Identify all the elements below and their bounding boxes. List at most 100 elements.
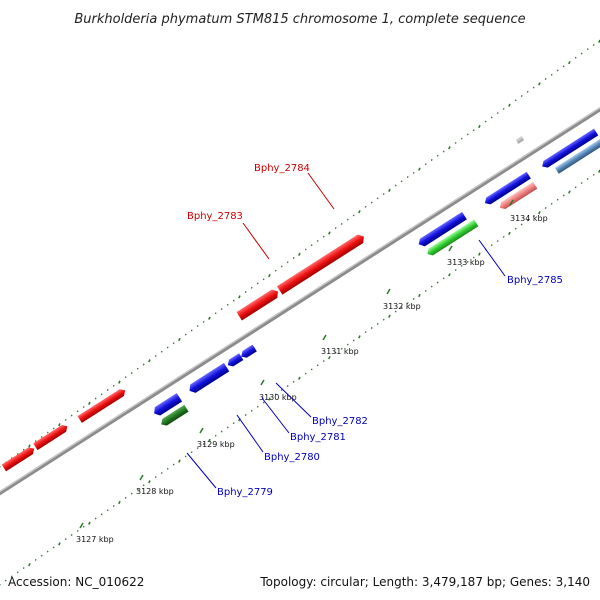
inner-tick-dot: [406, 302, 409, 305]
inner-tick-dot: [46, 550, 49, 553]
inner-tick-dot: [28, 562, 31, 567]
inner-tick-dot: [346, 343, 349, 346]
gene-label-bphy2780[interactable]: Bphy_2780: [264, 452, 320, 463]
tick-label-3127: 3127 kbp: [76, 535, 114, 544]
outer-tick-dot: [406, 176, 409, 178]
inner-tick-dot: [124, 496, 127, 499]
inner-tick-dot: [112, 505, 115, 507]
inner-tick-dot: [40, 554, 43, 557]
outer-tick-dot: [550, 73, 553, 76]
outer-tick-dot: [286, 261, 289, 264]
outer-tick-dot: [100, 393, 103, 396]
tick-label-3133: 3133 kbp: [447, 258, 485, 267]
gene-reverse-right-2[interactable]: [540, 128, 599, 170]
gene-label-bphy2781[interactable]: Bphy_2781: [290, 432, 346, 443]
gene-label-bphy2785[interactable]: Bphy_2785: [507, 275, 563, 286]
inner-tick-dot: [214, 434, 217, 437]
outer-tick-dot: [220, 308, 223, 311]
inner-tick-dot: [532, 215, 535, 218]
gene-reverse-bphy2785-blue[interactable]: [417, 211, 467, 249]
outer-tick-dot: [340, 222, 343, 225]
gene-bphy2785[interactable]: [425, 219, 479, 258]
outer-tick-dot: [274, 269, 277, 272]
inner-tick-dot: [550, 202, 553, 205]
tick-3134: [509, 199, 514, 206]
inner-tick-dot: [556, 198, 559, 201]
inner-tick-dots: [0, 169, 600, 586]
outer-tick-dot: [154, 354, 157, 357]
inner-tick-dot: [334, 351, 337, 354]
inner-tick-dot: [256, 405, 259, 408]
outer-tick-dot: [130, 372, 133, 374]
outer-tick-dot: [364, 205, 367, 208]
outer-tick-dot: [460, 137, 463, 140]
inner-tick-dot: [82, 525, 85, 528]
tick-3133: [448, 245, 453, 252]
gene-label-bphy2784[interactable]: Bphy_2784: [254, 163, 310, 174]
inner-tick-dot: [148, 480, 151, 484]
inner-tick-dot: [130, 492, 133, 495]
forward-genes: [1, 135, 525, 472]
inner-tick-dot: [208, 438, 211, 443]
inner-tick-dot: [274, 393, 277, 396]
outer-tick-dot: [310, 244, 313, 247]
outer-tick-dot: [142, 363, 145, 366]
outer-tick-dot: [508, 103, 511, 107]
outer-tick-dot: [532, 86, 535, 89]
outer-tick-dot: [34, 440, 37, 443]
gene-bphy2782[interactable]: [239, 344, 257, 360]
gene-label-bphy2783[interactable]: Bphy_2783: [187, 211, 243, 222]
inner-tick-dot: [340, 347, 343, 350]
outer-tick-dot: [430, 159, 433, 161]
outer-tick-dot: [58, 423, 61, 427]
gene-reverse-pink[interactable]: [498, 181, 538, 211]
inner-tick-dot: [292, 380, 295, 383]
inner-tick-dot: [436, 281, 439, 284]
gene-forward-2[interactable]: [33, 423, 69, 451]
inner-tick-dot: [490, 244, 493, 247]
inner-tick-dot: [10, 575, 13, 578]
outer-tick-dot: [238, 295, 241, 299]
outer-tick-dot: [514, 99, 517, 102]
gene-reverse-steel[interactable]: [554, 138, 600, 174]
gene-forward-1[interactable]: [1, 445, 37, 472]
tick-3131: [322, 334, 327, 341]
gene-labels: Bphy_2784 Bphy_2783 Bphy_2785 Bphy_2782 …: [187, 163, 563, 498]
outer-tick-dot: [436, 154, 439, 157]
callout-line-bphy2784: [307, 172, 335, 210]
gene-bphy2781[interactable]: [226, 353, 244, 368]
gene-forward-right-1[interactable]: [515, 135, 525, 144]
outer-tick-dot: [472, 129, 475, 132]
gene-forward-bphy2784[interactable]: [276, 232, 367, 295]
gene-label-bphy2779[interactable]: Bphy_2779: [217, 487, 273, 498]
gene-reverse-1[interactable]: [151, 393, 183, 418]
tick-label-3132: 3132 kbp: [383, 302, 421, 311]
inner-tick-dot: [70, 534, 73, 536]
inner-tick-dot: [502, 235, 505, 238]
outer-tick-dot: [370, 201, 373, 204]
outer-tick-dot: [538, 82, 541, 86]
inner-tick-dot: [88, 521, 91, 525]
outer-tick-dot: [172, 342, 175, 345]
outer-tick-dot: [16, 452, 19, 455]
inner-tick-dot: [262, 401, 265, 404]
outer-tick-dot: [214, 312, 217, 315]
gene-label-bphy2782[interactable]: Bphy_2782: [312, 416, 368, 427]
gene-bphy2779[interactable]: [159, 404, 189, 428]
inner-tick-dot: [478, 252, 481, 256]
inner-tick-dot: [58, 542, 61, 546]
outer-tick-dot: [568, 60, 571, 65]
outer-tick-dot: [40, 435, 43, 438]
gene-bphy2780[interactable]: [187, 362, 230, 395]
gene-forward-bphy2783[interactable]: [236, 287, 281, 321]
gene-reverse-right-1[interactable]: [483, 171, 531, 207]
inner-tick-dot: [190, 451, 193, 454]
outer-tick-dot: [190, 329, 193, 332]
inner-tick-dot: [544, 207, 547, 209]
inner-tick-dot: [166, 467, 169, 470]
outer-tick-dot: [148, 359, 151, 363]
inner-tick-dot: [202, 442, 205, 445]
callout-line-bphy2779: [186, 452, 217, 489]
gene-forward-3[interactable]: [77, 387, 128, 423]
